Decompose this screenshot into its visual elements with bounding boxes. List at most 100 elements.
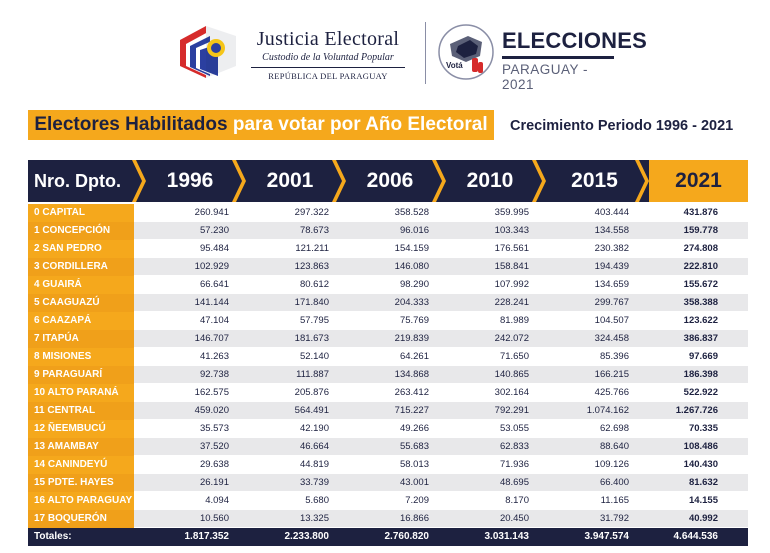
header-chevron-icon [332,160,346,202]
vote-hand-logo-icon: Votá [438,24,494,80]
dpto-label: 0 CAPITAL [28,204,134,222]
table-cell: 4.094 [205,495,229,506]
table-cell: 7.209 [405,495,429,506]
totals-cell: 1.817.352 [184,531,230,542]
row-separator [134,473,748,474]
table-cell: 11.165 [600,495,629,506]
table-cell: 228.241 [494,297,529,308]
table-cell: 29.638 [199,459,229,470]
table-cell: 123.622 [683,315,718,326]
row-separator [134,491,748,492]
dpto-label: 11 CENTRAL [28,402,134,420]
table-cell: 140.865 [494,369,529,380]
header-year-2: 2006 [366,169,414,192]
table-cell: 55.683 [399,441,429,452]
row-separator [134,221,748,222]
elections-text: ELECCIONES PARAGUAY - 2021 [502,28,648,92]
table-row: 9 PARAGUARÍ 92.738 111.887 134.868 140.865 16… [28,366,748,384]
table-cell: 13.325 [299,513,329,524]
header-chevron-icon [532,160,546,202]
row-separator [134,293,748,294]
header-chevron-icon [432,160,446,202]
table-cell: 219.839 [394,333,429,344]
table-row: 1 CONCEPCIÓN 57.230 78.673 96.016 103.343 134… [28,222,748,240]
table-cell: 14.155 [688,495,718,506]
dpto-label: 2 SAN PEDRO [28,240,134,258]
table-cell: 47.104 [199,315,229,326]
table-cell: 43.001 [399,477,429,488]
banner-title-white: para votar por Año Electoral [232,114,488,135]
table-cell: 35.573 [199,423,229,434]
table-cell: 42.190 [299,423,329,434]
row-separator [134,365,748,366]
header-logos: Justicia Electoral Custodio de la Volunt… [0,16,770,92]
table-cell: 53.055 [499,423,529,434]
logo-divider [425,22,426,84]
table-row: 4 GUAIRÁ 66.641 80.612 98.290 107.992 134.659… [28,276,748,294]
row-separator [134,527,748,528]
table-cell: 176.561 [494,243,529,254]
table-cell: 103.343 [494,225,529,236]
totals-row: Totales: 1.817.352 2.233.800 2.760.820 3.03… [28,528,748,546]
totals-cell: 2.233.800 [284,531,330,542]
row-separator [134,347,748,348]
table-cell: 85.396 [599,351,629,362]
table-row: 0 CAPITAL 260.941 297.322 358.528 359.995 403… [28,204,748,222]
table-cell: 71.650 [499,351,529,362]
elections-subtitle: PARAGUAY - 2021 [502,62,589,92]
table-cell: 222.810 [683,261,718,272]
table-row: 17 BOQUERÓN 10.560 13.325 16.866 20.450 31.79… [28,510,748,528]
header-year-5: 2021 [675,169,722,192]
header-dpto: Nro. Dpto. [34,171,121,191]
table-cell: 159.778 [683,225,718,236]
table-cell: 102.929 [194,261,229,272]
table-cell: 141.144 [194,297,229,308]
table-cell: 715.227 [394,405,429,416]
table-cell: 171.840 [294,297,329,308]
table-cell: 181.673 [294,333,329,344]
table-cell: 162.575 [194,387,229,398]
table-cell: 403.444 [594,207,629,218]
table-cell: 263.412 [394,387,429,398]
table-cell: 88.640 [599,441,629,452]
table-cell: 92.738 [199,369,229,380]
header-chevron-icon [232,160,246,202]
table-cell: 324.458 [594,333,629,344]
row-separator [134,419,748,420]
table-cell: 81.632 [688,477,718,488]
totals-label: Totales: [34,531,72,542]
dpto-label: 17 BOQUERÓN [28,510,134,528]
dpto-label: 1 CONCEPCIÓN [28,222,134,240]
table-cell: 62.698 [599,423,629,434]
table-row: 7 ITAPÚA 146.707 181.673 219.839 242.072 324.… [28,330,748,348]
table-cell: 111.887 [296,369,329,380]
totals-cell: 3.031.143 [484,531,530,542]
dpto-label: 6 CAAZAPÁ [28,312,134,330]
table-cell: 242.072 [494,333,529,344]
row-separator [134,257,748,258]
table-row: 11 CENTRAL 459.020 564.491 715.227 792.291 1.… [28,402,748,420]
elections-title: ELECCIONES [502,28,648,53]
table-cell: 459.020 [194,405,229,416]
vote-badge-text: Votá [446,61,463,70]
org-divider [251,67,405,68]
table-cell: 108.486 [683,441,718,452]
table-cell: 522.922 [683,387,718,398]
table-cell: 58.013 [399,459,429,470]
table-cell: 98.290 [399,279,429,290]
table-cell: 792.291 [494,405,529,416]
last-year-highlight [649,160,748,202]
table-cell: 134.659 [594,279,629,290]
dpto-label: 16 ALTO PARAGUAY [28,492,134,510]
table-cell: 297.322 [294,207,329,218]
table-header: Nro. Dpto. 1996 2001 2006 2010 2015 2021 [28,160,748,202]
table-cell: 81.989 [499,315,529,326]
table-cell: 57.230 [199,225,229,236]
table-cell: 62.833 [499,441,529,452]
table-cell: 140.430 [683,459,718,470]
table-cell: 109.126 [594,459,629,470]
table-cell: 5.680 [305,495,329,506]
dpto-label: 3 CORDILLERA [28,258,134,276]
table-cell: 358.388 [683,297,718,308]
table-cell: 194.439 [594,261,629,272]
